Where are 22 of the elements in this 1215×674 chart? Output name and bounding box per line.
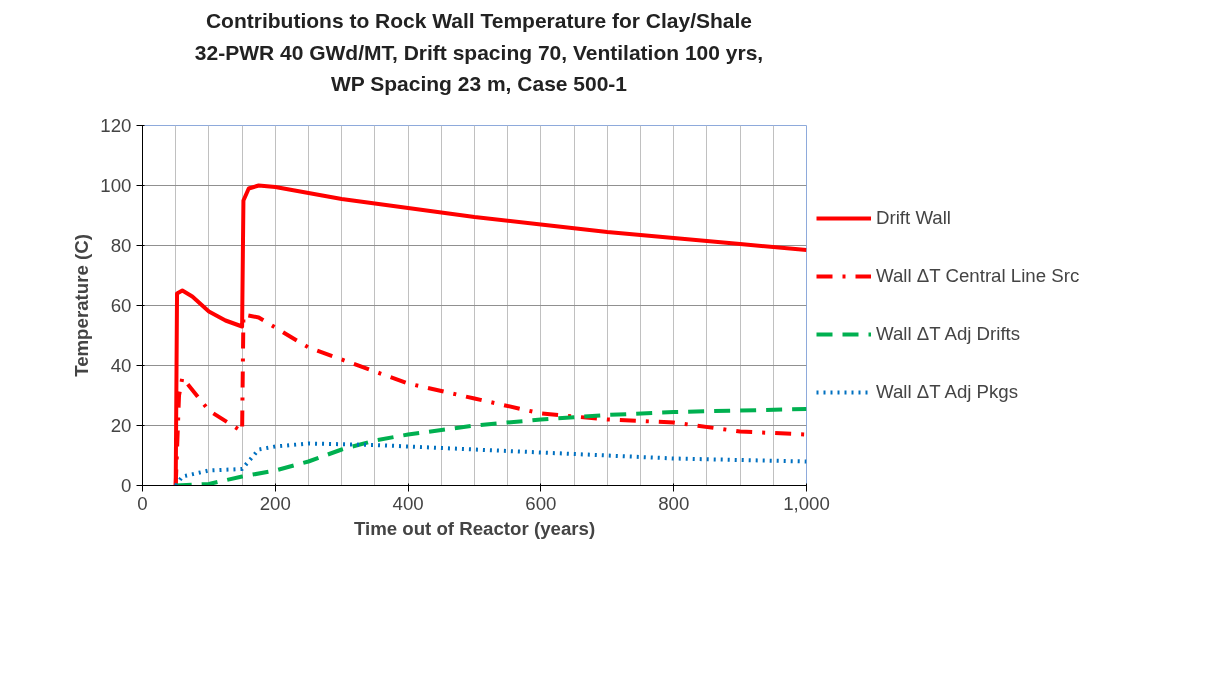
- y-tick-label: 120: [100, 114, 132, 136]
- x-tick-label: 400: [392, 492, 424, 513]
- y-tick-label: 60: [110, 294, 132, 316]
- y-tick-label: 40: [110, 354, 132, 376]
- legend-label: Wall ΔT Adj Pkgs: [876, 380, 1019, 403]
- y-tick-label: 20: [110, 414, 132, 436]
- y-tick-label: 100: [100, 174, 132, 196]
- x-tick-label: 0: [137, 492, 148, 513]
- legend-label: Wall ΔT Adj Drifts: [876, 322, 1021, 345]
- x-tick-label: 200: [259, 492, 291, 513]
- y-tick-label: 80: [110, 234, 132, 256]
- legend-label: Wall ΔT Central Line Src: [876, 264, 1080, 287]
- x-tick-label: 600: [525, 492, 557, 513]
- chart-title: Contributions to Rock Wall Temperature for Clay/Shale 32-PWR 40 GWd/MT, Drift spacing 70, Ventilation 100 yrs, WP Spacing 23 m, Case 500-1: [194, 8, 764, 97]
- x-axis-title: Time out of Reactor (years): [353, 517, 596, 538]
- line-series: [173, 441, 807, 485]
- line-series: [173, 406, 807, 485]
- y-axis-title: Temperature (C): [71, 233, 93, 377]
- y-tick-label: 0: [121, 474, 132, 496]
- legend-label: Drift Wall: [876, 206, 951, 229]
- x-tick-label: 800: [658, 492, 690, 513]
- x-tick-label: 1,000: [783, 492, 830, 513]
